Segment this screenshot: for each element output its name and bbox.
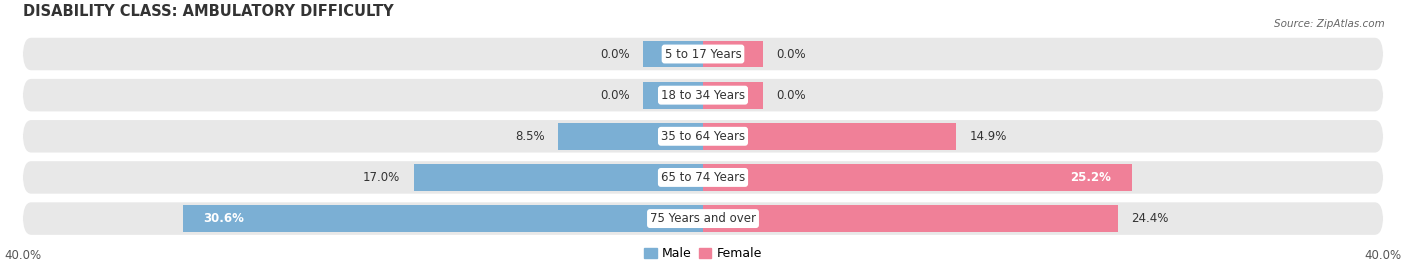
Bar	[183, 205, 703, 232]
Text: 0.0%: 0.0%	[776, 47, 806, 61]
Bar	[413, 164, 703, 191]
Bar	[703, 123, 956, 150]
Bar	[644, 82, 703, 109]
FancyBboxPatch shape	[22, 79, 1384, 111]
Text: 8.5%: 8.5%	[515, 130, 546, 143]
Text: 5 to 17 Years: 5 to 17 Years	[665, 47, 741, 61]
Text: 65 to 74 Years: 65 to 74 Years	[661, 171, 745, 184]
Legend: Male, Female: Male, Female	[640, 242, 766, 265]
Text: 0.0%: 0.0%	[600, 89, 630, 102]
FancyBboxPatch shape	[22, 202, 1384, 235]
Text: 0.0%: 0.0%	[776, 89, 806, 102]
Text: 35 to 64 Years: 35 to 64 Years	[661, 130, 745, 143]
Text: 17.0%: 17.0%	[363, 171, 401, 184]
Text: 14.9%: 14.9%	[970, 130, 1007, 143]
Bar	[703, 164, 1132, 191]
Text: 25.2%: 25.2%	[1070, 171, 1111, 184]
Text: DISABILITY CLASS: AMBULATORY DIFFICULTY: DISABILITY CLASS: AMBULATORY DIFFICULTY	[22, 4, 394, 19]
Bar	[703, 82, 762, 109]
Text: 0.0%: 0.0%	[600, 47, 630, 61]
FancyBboxPatch shape	[22, 38, 1384, 70]
Text: 24.4%: 24.4%	[1132, 212, 1168, 225]
Bar	[644, 41, 703, 67]
Bar	[558, 123, 703, 150]
FancyBboxPatch shape	[22, 161, 1384, 194]
Bar	[703, 41, 762, 67]
Text: Source: ZipAtlas.com: Source: ZipAtlas.com	[1274, 19, 1385, 29]
Text: 75 Years and over: 75 Years and over	[650, 212, 756, 225]
Text: 30.6%: 30.6%	[202, 212, 243, 225]
Bar	[703, 205, 1118, 232]
FancyBboxPatch shape	[22, 120, 1384, 152]
Text: 18 to 34 Years: 18 to 34 Years	[661, 89, 745, 102]
